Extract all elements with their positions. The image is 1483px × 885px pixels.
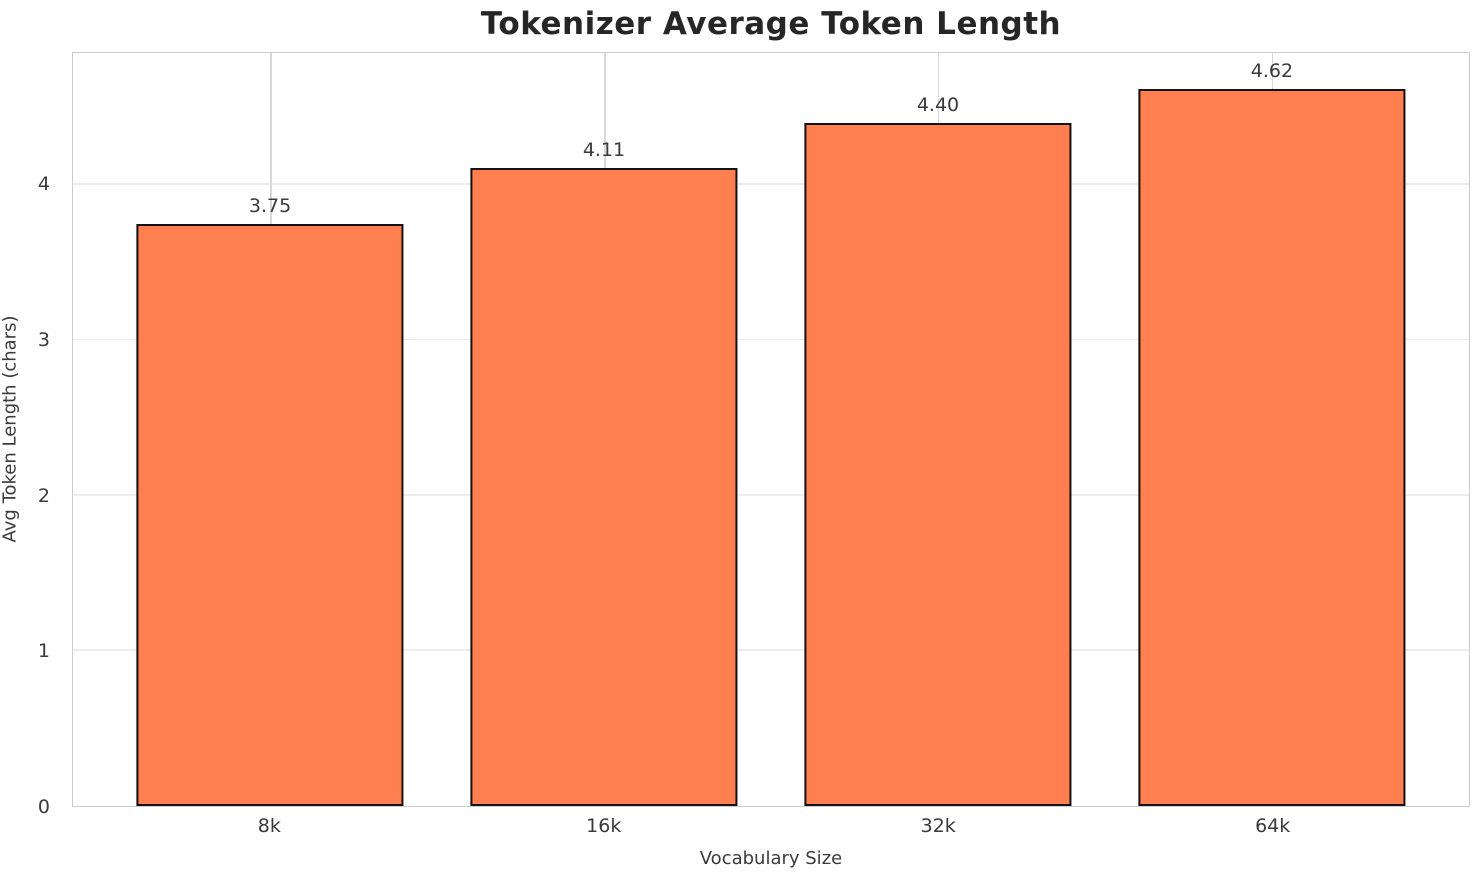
bar-value-label: 4.40 — [916, 93, 960, 116]
x-tick-label-64k: 64k — [1255, 815, 1291, 837]
y-tick-label: 3 — [37, 328, 50, 351]
gridline-horizontal — [73, 338, 1469, 341]
y-tick-label: 4 — [37, 173, 50, 196]
y-tick-label: 0 — [37, 796, 50, 818]
gridline-horizontal — [73, 183, 1469, 185]
bar-64k — [1138, 88, 1406, 806]
y-tick-labels: 0 1 2 3 4 — [0, 52, 60, 818]
y-tick-label: 1 — [37, 640, 50, 663]
x-tick-label-32k: 32k — [920, 815, 956, 837]
bar-value-label: 4.11 — [582, 138, 626, 161]
chart-title: Tokenizer Average Token Length — [480, 6, 1062, 42]
x-tick-label-8k: 8k — [257, 815, 281, 837]
bar-8k — [136, 223, 404, 806]
gridline-horizontal — [73, 649, 1469, 651]
bar-32k — [804, 122, 1072, 806]
plot-area: 3.75 4.11 4.40 4.62 — [72, 52, 1470, 807]
x-axis-label: Vocabulary Size — [699, 848, 843, 869]
x-tick-label-16k: 16k — [586, 815, 622, 837]
x-tick-labels: 8k 16k 32k 64k — [72, 815, 1470, 845]
bar-16k — [470, 167, 738, 806]
bar-value-label: 3.75 — [248, 194, 292, 217]
y-tick-label: 2 — [37, 484, 50, 507]
bar-value-label: 4.62 — [1250, 59, 1294, 82]
gridline-horizontal — [73, 494, 1469, 496]
